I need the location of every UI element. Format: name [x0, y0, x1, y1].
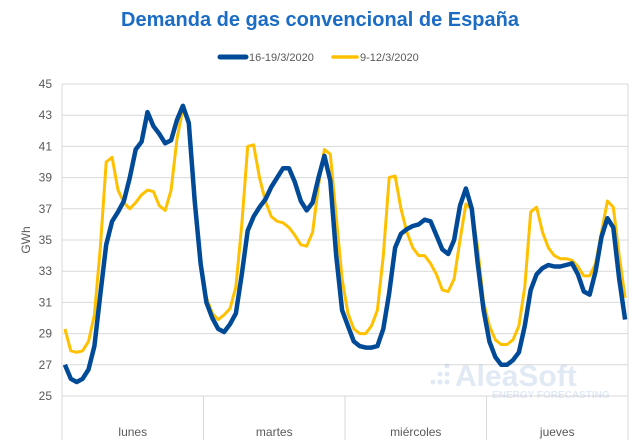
y-tick-label: 37 — [39, 202, 53, 216]
x-tick-label: martes — [256, 425, 293, 439]
svg-text:AleaSoft: AleaSoft — [455, 360, 577, 393]
y-tick-label: 33 — [39, 264, 53, 278]
y-tick-label: 45 — [39, 77, 53, 91]
y-tick-label: 29 — [39, 327, 53, 341]
y-tick-label: 27 — [39, 358, 53, 372]
x-tick-label: lunes — [118, 425, 147, 439]
legend: 16-19/3/2020 9-12/3/2020 — [217, 52, 419, 64]
series-line — [62, 103, 628, 385]
y-tick-label: 39 — [39, 171, 53, 185]
y-tick-label: 31 — [39, 295, 53, 309]
x-tick-label: miércoles — [390, 425, 441, 439]
watermark-logo: AleaSoft ENERGY FORECASTING — [430, 360, 610, 401]
y-tick-label: 25 — [39, 389, 53, 403]
legend-label: 9-12/3/2020 — [360, 52, 419, 64]
y-tick-label: 41 — [39, 139, 53, 153]
y-axis-label: GWh — [19, 226, 33, 253]
x-tick-label: jueves — [539, 425, 575, 439]
svg-text:ENERGY FORECASTING: ENERGY FORECASTING — [492, 390, 610, 401]
legend-label: 16-19/3/2020 — [249, 52, 314, 64]
y-tick-label: 35 — [39, 233, 53, 247]
y-tick-label: 43 — [39, 108, 53, 122]
chart-title: Demanda de gas convencional de España — [121, 9, 519, 31]
series-16-19/3/2020 — [62, 103, 628, 385]
series-line — [63, 107, 627, 354]
gridlines — [62, 83, 628, 397]
